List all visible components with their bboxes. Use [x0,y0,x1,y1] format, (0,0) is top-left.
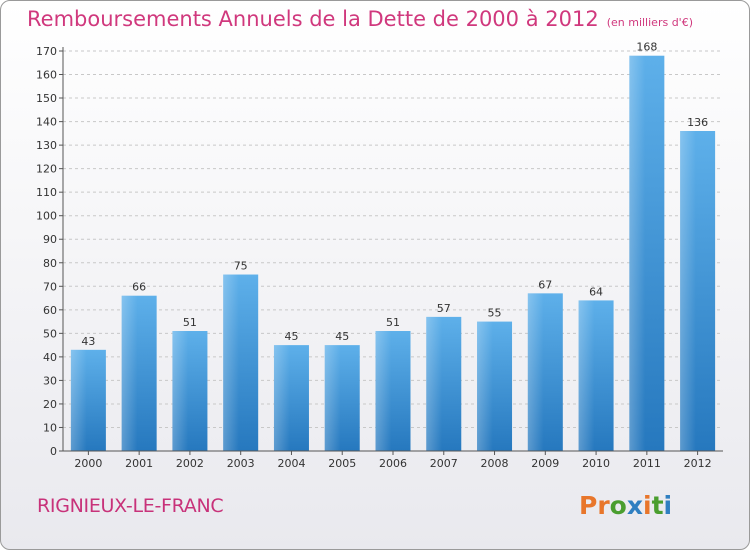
data-label: 43 [81,335,95,348]
data-label: 45 [284,330,298,343]
y-tick-label: 0 [50,445,57,458]
bar-highlight [172,331,189,451]
y-tick-labels: 0 10 20 30 40 50 60 70 80 90 100 110 120 130 140 150 160… [36,45,57,458]
logo-letter: P [579,491,598,520]
logo-letter: r [597,491,610,520]
y-tick-label: 90 [43,233,57,246]
axes [59,47,723,455]
data-label: 75 [234,260,248,273]
y-tick-label: 100 [36,210,57,223]
data-label: 64 [589,285,603,298]
y-tick-label: 30 [43,374,57,387]
bar-highlight [680,131,696,451]
data-label: 45 [335,330,349,343]
chart-title-text: Remboursements Annuels de la Dette de 20… [27,7,599,31]
y-tick-label: 140 [36,116,57,129]
x-tick-label: 2007 [430,457,458,470]
proxiti-logo[interactable]: Proxiti [579,491,672,520]
bar-highlight [477,321,493,451]
bar-highlight [121,295,138,451]
y-tick-label: 60 [43,304,57,317]
y-tick-label: 160 [36,69,57,82]
x-tick-label: 2009 [531,457,559,470]
data-label: 55 [488,307,502,320]
y-tick-label: 70 [43,280,57,293]
data-label: 67 [538,278,552,291]
bar-highlight [223,274,239,451]
bar-series [70,55,716,452]
x-tick-label: 2011 [633,457,661,470]
y-tick-label: 20 [43,398,57,411]
x-tick-label: 2006 [379,457,407,470]
y-tick-label: 80 [43,257,57,270]
chart-unit-note: (en milliers d'€) [606,16,693,29]
data-label: 136 [687,116,708,129]
bar-highlight [375,331,392,451]
y-tick-label: 50 [43,327,57,340]
bar-highlight [426,316,443,451]
data-labels: 43 66 51 75 45 45 51 57 55 67 64 168 136 [81,41,708,348]
x-tick-label: 2004 [277,457,305,470]
bar-highlight [70,349,87,451]
bar-highlight [273,345,290,451]
logo-letter: x [626,491,643,520]
x-tick-labels: 2000 2001 2002 2003 2004 2005 2006 2007 2008 2009… [74,457,711,470]
logo-letter: o [609,491,627,520]
y-tick-label: 110 [36,186,57,199]
x-tick-label: 2000 [74,457,102,470]
bar-highlight [527,293,544,451]
x-tick-label: 2001 [125,457,153,470]
bar-highlight [578,300,595,451]
x-tick-label: 2010 [582,457,610,470]
y-tick-label: 120 [36,163,57,176]
y-tick-label: 170 [36,45,57,58]
data-label: 66 [132,281,146,294]
x-tick-label: 2005 [328,457,356,470]
logo-letter: i [643,491,652,520]
y-tick-label: 150 [36,92,57,105]
bar-highlight [629,55,646,452]
logo-letter: i [663,491,673,520]
data-label: 51 [386,316,400,329]
y-tick-label: 130 [36,139,57,152]
y-tick-label: 40 [43,351,57,364]
x-tick-label: 2002 [176,457,204,470]
chart-title: Remboursements Annuels de la Dette de 20… [27,7,693,31]
commune-name: RIGNIEUX-LE-FRANC [37,495,224,517]
y-tick-label: 10 [43,421,57,434]
data-label: 57 [437,302,451,315]
data-label: 51 [183,316,197,329]
data-label: 168 [636,41,657,54]
x-tick-label: 2012 [684,457,712,470]
bar-highlight [324,345,341,451]
logo-letter: t [651,491,664,520]
x-tick-label: 2003 [227,457,255,470]
x-tick-label: 2008 [481,457,509,470]
